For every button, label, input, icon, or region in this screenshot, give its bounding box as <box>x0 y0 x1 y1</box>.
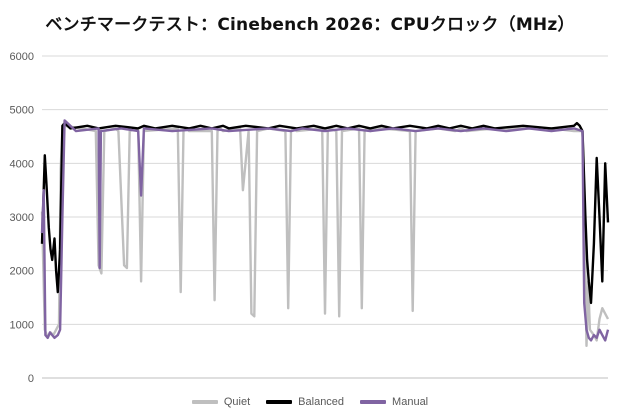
legend-swatch <box>266 400 293 404</box>
y-tick-label: 3000 <box>10 212 34 224</box>
series-line-manual <box>40 119 610 342</box>
y-tick-label: 4000 <box>10 158 34 170</box>
legend-item-quiet: Quiet <box>191 396 251 408</box>
y-tick-label: 5000 <box>10 105 34 117</box>
y-tick-label: 2000 <box>10 266 34 278</box>
chart-title: ベンチマークテスト：Cinebench 2026：CPUクロック（MHz） <box>45 15 575 35</box>
series-line-quiet <box>40 124 610 347</box>
y-tick-label: 1000 <box>10 319 34 331</box>
legend-swatch <box>191 400 218 404</box>
legend-item-balanced: Balanced <box>266 396 344 408</box>
legend-label: Quiet <box>223 396 251 408</box>
y-tick-label: 0 <box>28 373 34 385</box>
legend-label: Balanced <box>298 396 345 408</box>
chart-legend: Quiet Balanced Manual <box>0 396 620 408</box>
legend-item-manual: Manual <box>360 396 428 408</box>
legend-swatch <box>360 400 387 404</box>
legend-label: Manual <box>392 396 429 408</box>
y-tick-label: 6000 <box>10 51 34 63</box>
